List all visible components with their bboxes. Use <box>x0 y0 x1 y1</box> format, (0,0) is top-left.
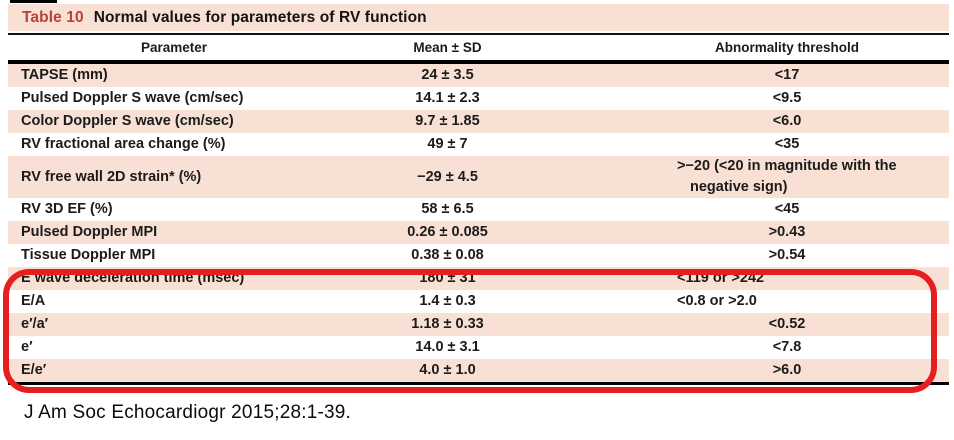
mean-sd-cell: 49 ± 7 <box>427 135 468 152</box>
mean-sd-cell: 14.0 ± 3.1 <box>415 339 480 356</box>
parameter-cell: Pulsed Doppler S wave (cm/sec) <box>21 89 244 106</box>
abnormality-threshold-cell: <6.0 <box>772 112 802 129</box>
mean-sd-cell: 24 ± 3.5 <box>421 66 474 83</box>
mean-sd-cell: 1.18 ± 0.33 <box>411 316 484 333</box>
table-row: e′ 14.0 ± 3.1 <7.8 <box>8 336 949 360</box>
parameter-cell: E/e′ <box>21 362 47 379</box>
mean-sd-cell: 9.7 ± 1.85 <box>415 112 480 129</box>
parameter-cell: Color Doppler S wave (cm/sec) <box>21 112 234 129</box>
column-header-mean-sd: Mean ± SD <box>413 40 482 55</box>
title-divider-rule <box>8 33 949 35</box>
abnormality-threshold-cell: <45 <box>774 201 800 218</box>
table-row: E wave deceleration time (msec) 180 ± 31 <… <box>8 267 949 291</box>
abnormality-threshold-cell: <9.5 <box>772 89 802 106</box>
table-row: e′/a′ 1.18 ± 0.33 <0.52 <box>8 313 949 337</box>
mean-sd-cell: 0.26 ± 0.085 <box>407 224 488 241</box>
parameter-cell: E/A <box>21 293 46 310</box>
abnormality-threshold-cell: <0.8 or >2.0 <box>677 293 757 310</box>
table-row: E/e′ 4.0 ± 1.0 >6.0 <box>8 359 949 383</box>
mean-sd-cell: 14.1 ± 2.3 <box>415 89 480 106</box>
column-header-abnormality-threshold: Abnormality threshold <box>714 40 859 55</box>
parameter-cell: RV 3D EF (%) <box>21 201 113 218</box>
abnormality-threshold-cell: >0.43 <box>768 224 806 241</box>
parameter-cell: e′/a′ <box>21 316 49 333</box>
citation: J Am Soc Echocardiogr 2015;28:1-39. <box>24 402 352 423</box>
table-header-row: Parameter Mean ± SD Abnormality threshol… <box>8 35 949 60</box>
abnormality-threshold-cell: <17 <box>774 66 800 83</box>
spacer <box>8 31 949 33</box>
mean-sd-cell: 58 ± 6.5 <box>421 201 474 218</box>
mean-sd-cell: 4.0 ± 1.0 <box>419 362 476 379</box>
rv-function-table: Table 10 Normal values for parameters of… <box>8 4 949 386</box>
abnormality-threshold-cell: <35 <box>774 135 800 152</box>
table-bottom-rule <box>8 382 949 386</box>
parameter-cell: RV fractional area change (%) <box>21 135 226 152</box>
table-row: Pulsed Doppler MPI 0.26 ± 0.085 >0.43 <box>8 221 949 245</box>
mean-sd-cell: 0.38 ± 0.08 <box>411 247 484 264</box>
abnormality-threshold-cell: <119 or >242 <box>677 270 765 287</box>
table-row: RV free wall 2D strain* (%) −29 ± 4.5 >−20… <box>8 156 949 199</box>
abnormality-threshold-cell: <7.8 <box>772 339 802 356</box>
table-row: RV 3D EF (%) 58 ± 6.5 <45 <box>8 198 949 222</box>
table-row: RV fractional area change (%) 49 ± 7 <35 <box>8 133 949 156</box>
column-header-parameter: Parameter <box>140 40 208 55</box>
abnormality-threshold-cell: >0.54 <box>768 247 806 264</box>
top-left-dash <box>10 0 57 3</box>
parameter-cell: TAPSE (mm) <box>21 66 108 83</box>
parameter-cell: E wave deceleration time (msec) <box>21 270 245 287</box>
header-rule <box>8 60 949 64</box>
mean-sd-cell: −29 ± 4.5 <box>417 168 478 185</box>
abnormality-threshold-cell: >−20 (<20 in magnitude with the negative… <box>677 158 897 196</box>
abnormality-threshold-cell: <0.52 <box>768 316 806 333</box>
table-row: Pulsed Doppler S wave (cm/sec) 14.1 ± 2.3… <box>8 87 949 110</box>
table-row: Tissue Doppler MPI 0.38 ± 0.08 >0.54 <box>8 244 949 268</box>
parameter-cell: RV free wall 2D strain* (%) <box>21 168 202 185</box>
parameter-cell: e′ <box>21 339 33 356</box>
mean-sd-cell: 1.4 ± 0.3 <box>419 293 476 310</box>
parameter-cell: Pulsed Doppler MPI <box>21 224 158 241</box>
table-title: Normal values for parameters of RV funct… <box>93 8 427 26</box>
mean-sd-cell: 180 ± 31 <box>419 270 476 287</box>
table-body: TAPSE (mm) 24 ± 3.5 <17 Pulsed Doppler S wa… <box>8 64 949 383</box>
table-row: Color Doppler S wave (cm/sec) 9.7 ± 1.85 <… <box>8 110 949 133</box>
table-number: Table 10 <box>22 8 84 26</box>
table-row: E/A 1.4 ± 0.3 <0.8 or >2.0 <box>8 290 949 314</box>
parameter-cell: Tissue Doppler MPI <box>21 247 156 264</box>
table-title-bar: Table 10 Normal values for parameters of… <box>8 4 949 31</box>
abnormality-threshold-cell: >6.0 <box>772 362 802 379</box>
table-row: TAPSE (mm) 24 ± 3.5 <17 <box>8 64 949 87</box>
